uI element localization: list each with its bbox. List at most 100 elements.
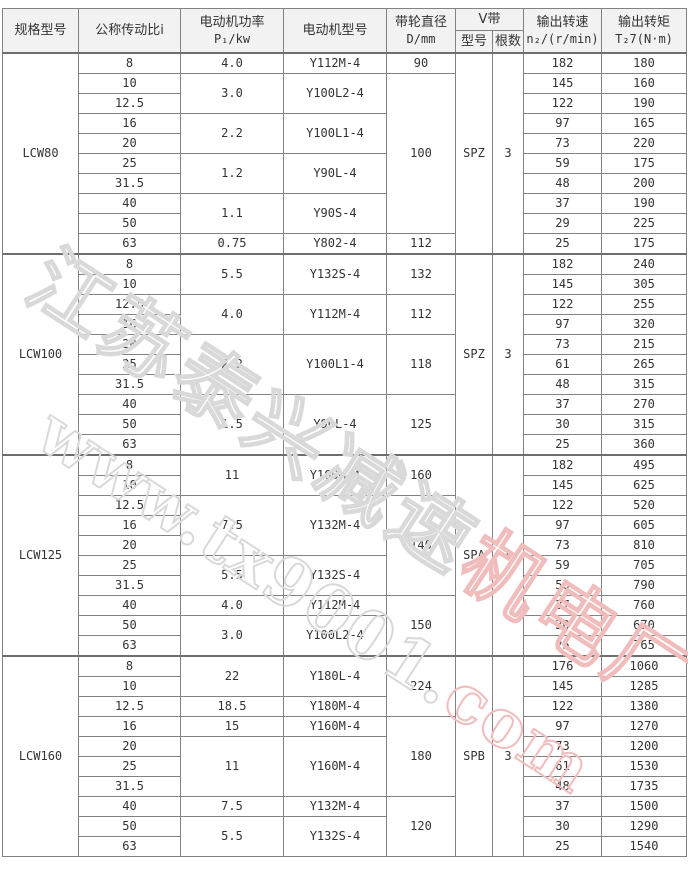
cell-torque: 605	[601, 515, 687, 536]
column-header-model: 规格型号	[2, 8, 79, 54]
column-header-torque: 输出转矩 T₂7(N·m)	[601, 8, 687, 54]
cell-motor: Y160M-4	[283, 454, 387, 496]
cell-ratio: 20	[78, 334, 181, 355]
cell-power: 3.0	[180, 615, 284, 657]
cell-speed: 73	[523, 133, 602, 154]
table-row: 63 25 1540	[3, 836, 687, 857]
cell-motor: Y802-4	[283, 233, 387, 255]
cell-ratio: 63	[78, 233, 181, 255]
cell-pulley: 100	[386, 73, 456, 234]
table-row: LCW80 8 4.0 Y112M-4 90 SPZ 3 182 180	[2, 52, 687, 255]
column-header-pulley: 带轮直径 D/mm	[386, 8, 456, 54]
cell-ratio: 63	[78, 635, 181, 657]
cell-power: 4.0	[180, 595, 284, 616]
cell-power: 22	[180, 655, 284, 697]
cell-motor: Y90S-4	[283, 193, 387, 234]
cell-speed: 30	[523, 615, 602, 636]
cell-power: 18.5	[180, 696, 284, 717]
cell-speed: 37	[523, 796, 602, 817]
cell-speed: 37	[523, 193, 602, 214]
cell-pulley: 118	[386, 334, 456, 395]
cell-ratio: 12.5	[78, 495, 181, 516]
cell-speed: 48	[523, 374, 602, 395]
cell-speed: 61	[523, 756, 602, 777]
cell-speed: 73	[523, 736, 602, 757]
cell-torque: 190	[601, 93, 687, 114]
cell-torque: 160	[601, 73, 687, 94]
cell-ratio: 10	[78, 475, 181, 496]
cell-speed: 25	[523, 434, 602, 456]
cell-ratio: 25	[78, 756, 181, 777]
cell-ratio: 50	[78, 414, 181, 435]
cell-motor: Y132S-4	[283, 253, 387, 295]
cell-motor: Y180L-4	[283, 655, 387, 697]
cell-speed: 97	[523, 515, 602, 536]
cell-ratio: 50	[78, 615, 181, 636]
table-row: LCW125 8 11 Y160M-4 160 SPA 3 182 495	[2, 454, 687, 657]
cell-motor: Y100L2-4	[283, 73, 387, 114]
cell-torque: 760	[601, 595, 687, 616]
cell-belt-type: SPZ	[455, 253, 493, 456]
cell-torque: 1530	[601, 756, 687, 777]
column-header-speed: 输出转速 n₂/(r/min)	[523, 8, 602, 54]
cell-speed: 37	[523, 394, 602, 415]
table-row: 40 1.1 Y90S-4 37 190	[3, 193, 687, 234]
table-row: 25 1.2 Y90L-4 59 175	[3, 153, 687, 194]
cell-ratio: 16	[78, 113, 181, 134]
cell-pulley: 150	[386, 595, 456, 657]
column-header-pulley-title: 带轮直径	[394, 14, 447, 30]
cell-torque: 1540	[601, 836, 687, 857]
cell-torque: 1200	[601, 736, 687, 757]
cell-torque: 495	[601, 454, 687, 476]
cell-speed: 122	[523, 93, 602, 114]
cell-ratio: 31.5	[78, 173, 181, 194]
cell-torque: 240	[601, 253, 687, 275]
column-header-vbelt-type: 型号	[455, 30, 493, 54]
cell-ratio: 16	[78, 515, 181, 536]
table-row: 40 1.5 Y90L-4 125 37 270	[3, 394, 687, 456]
cell-motor: Y112M-4	[283, 595, 387, 616]
table-row: 12.5 18.5 Y180M-4 122 1380	[3, 696, 687, 717]
cell-ratio: 20	[78, 535, 181, 556]
column-header-vbelt-count: 根数	[492, 30, 524, 54]
cell-speed: 97	[523, 314, 602, 335]
cell-speed: 97	[523, 716, 602, 737]
cell-ratio: 20	[78, 133, 181, 154]
table-row: 12.5 7.5 Y132M-4 140 122 520	[3, 495, 687, 596]
cell-motor: Y112M-4	[283, 52, 387, 74]
cell-motor: Y112M-4	[283, 294, 387, 335]
cell-ratio: 63	[78, 434, 181, 456]
cell-speed: 73	[523, 334, 602, 355]
cell-motor: Y180M-4	[283, 696, 387, 717]
cell-ratio: 8	[78, 253, 181, 275]
cell-torque: 1270	[601, 716, 687, 737]
cell-motor: Y90L-4	[283, 394, 387, 456]
cell-torque: 190	[601, 193, 687, 214]
cell-power: 2.2	[180, 334, 284, 395]
cell-torque: 810	[601, 535, 687, 556]
column-header-ratio: 公称传动比i	[78, 8, 181, 54]
cell-motor: Y100L1-4	[283, 334, 387, 395]
cell-speed: 122	[523, 294, 602, 315]
cell-belt-count: 3	[492, 253, 524, 456]
cell-ratio: 31.5	[78, 575, 181, 596]
cell-ratio: 10	[78, 274, 181, 295]
cell-speed: 145	[523, 274, 602, 295]
cell-power: 4.0	[180, 52, 284, 74]
cell-power: 11	[180, 736, 284, 797]
cell-speed: 59	[523, 153, 602, 174]
table-row: 25 61 265	[3, 354, 687, 375]
cell-torque: 270	[601, 394, 687, 415]
cell-ratio: 8	[78, 454, 181, 476]
cell-speed: 30	[523, 414, 602, 435]
cell-power: 0.75	[180, 233, 284, 255]
cell-power: 1.5	[180, 394, 284, 456]
cell-ratio: 31.5	[78, 374, 181, 395]
cell-speed: 29	[523, 213, 602, 234]
cell-speed: 182	[523, 52, 602, 74]
cell-power: 3.0	[180, 73, 284, 114]
table-row: 20 73 220	[3, 133, 687, 154]
table-row: LCW160 8 22 Y180L-4 224 SPB 3 176 1060	[2, 655, 687, 857]
cell-ratio: 16	[78, 716, 181, 737]
